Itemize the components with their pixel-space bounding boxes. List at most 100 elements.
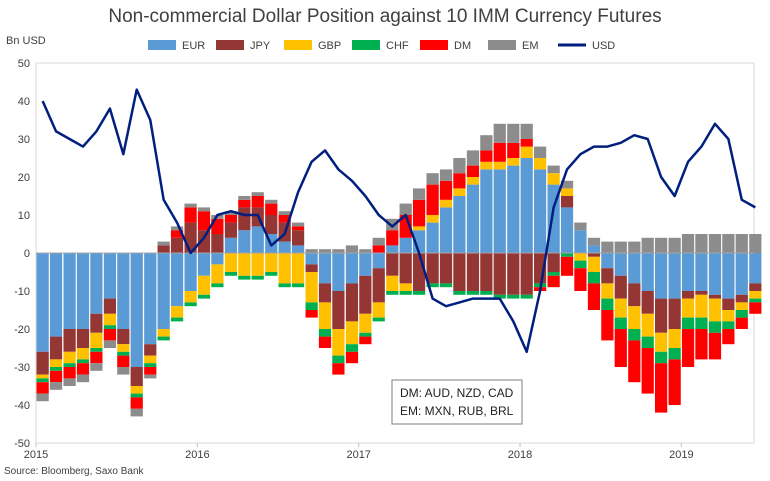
legend-label-chf: CHF — [386, 40, 409, 52]
chart-title: Non-commercial Dollar Position against 1… — [108, 6, 662, 27]
bar-gbp — [211, 264, 224, 284]
bar-em — [399, 203, 412, 215]
bar-jpy — [399, 253, 412, 284]
bar-eur — [749, 253, 762, 284]
bar-dm — [668, 359, 681, 405]
bar-dm — [681, 329, 695, 367]
bar-em — [318, 249, 332, 253]
bar-gbp — [601, 283, 614, 299]
bar-eur — [722, 253, 735, 299]
bar-chf — [587, 272, 601, 284]
bar-em — [63, 378, 76, 386]
legend-label-em: EM — [522, 40, 539, 52]
bar-chf — [278, 283, 291, 288]
bar-jpy — [439, 253, 453, 284]
bar-eur — [224, 237, 238, 253]
bar-gbp — [533, 158, 547, 170]
bar-em — [749, 234, 762, 253]
bar-chf — [117, 351, 130, 356]
bar-eur — [668, 253, 681, 299]
bar-gbp — [386, 275, 399, 291]
x-tick-label: 2015 — [24, 449, 48, 461]
bar-eur — [63, 253, 76, 329]
y-tick-label: -40 — [14, 400, 30, 412]
bar-jpy — [359, 275, 372, 314]
y-tick-label: 20 — [18, 172, 30, 184]
bar-eur — [695, 253, 708, 291]
bar-chf — [372, 317, 385, 322]
bar-dm — [49, 370, 63, 383]
bar-gbp — [184, 291, 197, 303]
legend-label-dm: DM — [454, 40, 471, 52]
bar-dm — [412, 199, 426, 227]
bar-chf — [439, 283, 453, 288]
bar-eur — [641, 253, 654, 291]
bar-dm — [117, 355, 130, 367]
bar-jpy — [211, 234, 224, 253]
bar-gbp — [278, 253, 291, 284]
bar-dm — [372, 245, 385, 253]
bar-dm — [359, 336, 372, 345]
bar-eur — [345, 253, 359, 284]
bar-em — [117, 367, 130, 375]
bar-em — [76, 374, 90, 383]
source-note: Source: Bloomberg, Saxo Bank — [4, 466, 145, 477]
bar-dm — [695, 329, 708, 360]
bar-chf — [305, 302, 318, 310]
bar-gbp — [749, 291, 762, 299]
bar-em — [654, 237, 668, 253]
bar-chf — [386, 291, 399, 295]
bar-eur — [36, 253, 49, 352]
bar-jpy — [614, 275, 627, 299]
bar-jpy — [117, 329, 130, 345]
bar-em — [439, 169, 453, 181]
bar-jpy — [466, 253, 480, 291]
bar-jpy — [453, 253, 466, 291]
bar-eur — [708, 253, 722, 295]
bar-eur — [238, 230, 251, 253]
bar-eur — [251, 226, 264, 253]
bar-dm — [184, 207, 197, 223]
bar-gbp — [466, 177, 480, 185]
bar-em — [345, 245, 359, 253]
bar-jpy — [708, 294, 722, 299]
bar-eur — [439, 207, 453, 253]
bar-gbp — [628, 306, 641, 329]
bar-eur — [130, 253, 143, 367]
legend-swatch-chf — [352, 40, 380, 50]
bar-em — [197, 207, 211, 212]
bar-dm — [507, 142, 520, 158]
bar-em — [170, 226, 184, 231]
bar-dm — [144, 367, 157, 375]
bar-eur — [211, 253, 224, 265]
bar-jpy — [587, 253, 601, 257]
bar-dm — [386, 230, 399, 246]
bar-gbp — [695, 294, 708, 318]
bar-jpy — [520, 253, 533, 295]
bar-gbp — [265, 253, 278, 272]
bar-eur — [278, 241, 291, 253]
bar-chf — [76, 359, 90, 364]
bar-dm — [238, 199, 251, 208]
bar-em — [614, 241, 627, 253]
bar-dm — [305, 310, 318, 318]
bar-dm — [735, 317, 748, 329]
bar-jpy — [224, 222, 238, 238]
bar-gbp — [668, 329, 681, 348]
bar-chf — [103, 325, 117, 329]
bar-eur — [291, 245, 305, 253]
bar-dm — [641, 348, 654, 394]
bar-chf — [318, 329, 332, 337]
bar-dm — [574, 268, 587, 291]
annotation-text: EM: MXN, RUB, BRL — [400, 404, 514, 418]
bar-gbp — [641, 313, 654, 337]
bar-em — [493, 123, 506, 143]
bar-jpy — [735, 294, 748, 303]
bar-dm — [265, 203, 278, 215]
bar-jpy — [36, 351, 49, 375]
bar-eur — [735, 253, 748, 295]
bar-eur — [90, 253, 103, 314]
bar-gbp — [547, 173, 560, 185]
bar-dm — [291, 226, 305, 231]
